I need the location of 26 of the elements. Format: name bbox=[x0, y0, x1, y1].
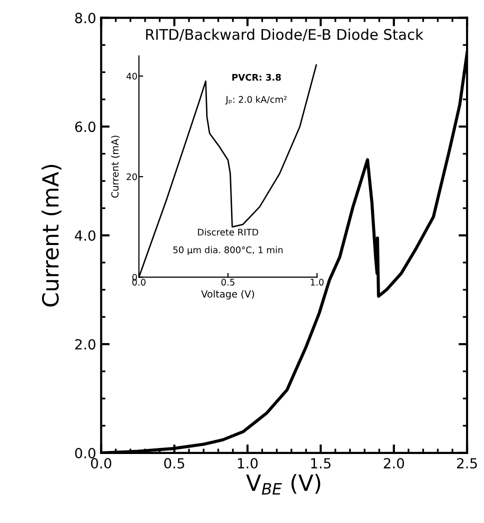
y-tick-label: 4.0 bbox=[74, 230, 96, 241]
y-tick-label: 40 bbox=[126, 72, 137, 80]
x-tick-label: 1.5 bbox=[311, 458, 331, 469]
x-tick-label: 0.5 bbox=[164, 458, 184, 469]
x-tick-label: 0.5 bbox=[221, 278, 234, 286]
x-tick-label: 1.0 bbox=[238, 458, 258, 469]
x-tick-label: 2.0 bbox=[384, 458, 404, 469]
x-tick-label: 1.0 bbox=[310, 278, 324, 286]
annotation: PVCR: 3.8 bbox=[232, 74, 281, 81]
annotation: Jₚ: 2.0 kA/cm² bbox=[225, 96, 287, 105]
x-tick-label: 2.5 bbox=[457, 458, 477, 469]
y-tick-label: 0.0 bbox=[75, 448, 96, 458]
y-axis-title: Current (mA) bbox=[42, 164, 62, 306]
annotation: Discrete RITD bbox=[198, 228, 258, 236]
x-axis-title: Voltage (V) bbox=[201, 290, 254, 300]
y-axis-title: Current (mA) bbox=[111, 136, 120, 198]
x-axis-title: V$_{BE}$ (V) bbox=[246, 474, 320, 494]
y-tick-label: 2.0 bbox=[75, 339, 96, 350]
x-tick-label: 0.0 bbox=[91, 458, 112, 469]
x-tick-label: 0.0 bbox=[132, 278, 146, 286]
y-tick-label: 0 bbox=[132, 274, 137, 281]
y-tick-label: 6.0 bbox=[75, 122, 96, 132]
y-tick-label: 20 bbox=[126, 173, 137, 180]
annotation: 50 µm dia. 800°C, 1 min bbox=[173, 246, 283, 256]
y-tick-label: 8.0 bbox=[75, 12, 96, 24]
text: RITD/Backward Diode/E-B Diode Stack bbox=[146, 28, 424, 42]
